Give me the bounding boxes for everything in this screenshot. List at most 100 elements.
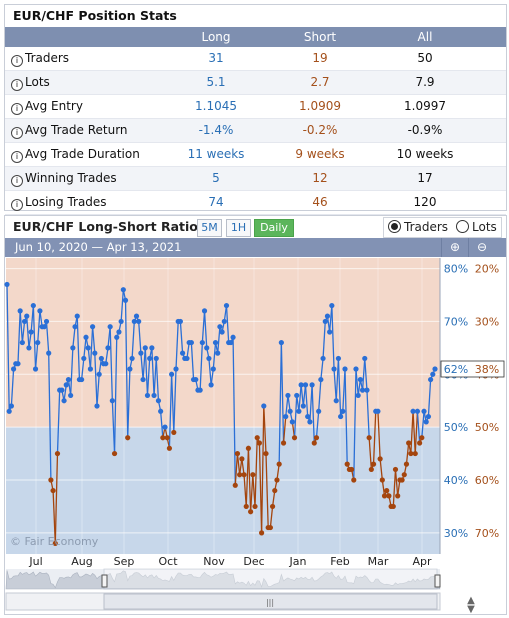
info-icon[interactable]: i xyxy=(11,79,23,91)
stats-row-label: i Lots xyxy=(11,71,50,94)
data-point xyxy=(61,398,67,404)
data-point xyxy=(15,361,21,367)
data-point xyxy=(24,313,30,319)
series-segment xyxy=(392,469,397,507)
data-point xyxy=(50,487,56,494)
series-segment xyxy=(173,368,177,433)
stats-cell-long: 5.1 xyxy=(206,75,226,89)
zoom-out-icon[interactable]: ⊖ xyxy=(468,238,495,257)
series-segment xyxy=(414,411,419,454)
data-point xyxy=(377,456,383,462)
info-icon[interactable]: i xyxy=(11,103,23,115)
range-1h-button[interactable]: 1H xyxy=(226,219,251,237)
series-segment xyxy=(263,405,267,454)
series-segment xyxy=(63,384,67,401)
navigator-left-handle[interactable] xyxy=(101,574,108,588)
zoom-in-icon[interactable]: ⊕ xyxy=(441,238,468,257)
data-point xyxy=(419,435,425,441)
series-segment xyxy=(361,358,366,391)
info-icon[interactable]: i xyxy=(11,127,23,139)
resize-arrows-icon[interactable]: ▲ xyxy=(467,595,475,606)
series-segment xyxy=(236,453,241,475)
data-point xyxy=(232,482,238,488)
navigator-right-handle[interactable] xyxy=(434,574,441,588)
data-point xyxy=(241,472,247,478)
series-segment xyxy=(210,368,214,385)
data-point xyxy=(280,440,287,446)
data-point xyxy=(263,450,269,457)
data-point xyxy=(254,435,260,441)
data-point xyxy=(410,408,416,414)
x-tick-label: Feb xyxy=(330,555,349,568)
stats-cell-long: 31 xyxy=(208,51,224,65)
stats-row: i Traders 31 19 50 xyxy=(5,47,506,71)
lots-radio[interactable]: Lots xyxy=(456,220,497,234)
stats-cell-short: 2.7 xyxy=(310,75,330,89)
range-5m-button[interactable]: 5M xyxy=(197,219,222,237)
series-segment xyxy=(381,479,386,496)
data-point xyxy=(291,435,298,441)
y-tick-long-label: 30% xyxy=(444,527,468,540)
stats-cell-all: -0.9% xyxy=(407,123,443,137)
data-point xyxy=(300,403,306,409)
radio-empty-icon xyxy=(456,220,469,233)
range-daily-button[interactable]: Daily xyxy=(254,219,294,237)
radio-selected-icon xyxy=(388,220,401,233)
data-point xyxy=(122,297,129,303)
navigator-selection[interactable] xyxy=(103,568,438,590)
series-segment xyxy=(355,368,359,396)
series-segment xyxy=(344,368,348,465)
data-point xyxy=(322,318,328,325)
data-point xyxy=(425,413,432,420)
resize-arrows-down-icon[interactable]: ▼ xyxy=(467,604,475,615)
data-point xyxy=(142,345,148,351)
data-point xyxy=(221,318,227,325)
data-point xyxy=(206,355,212,362)
x-tick-label: Sep xyxy=(114,555,135,568)
info-icon[interactable]: i xyxy=(11,55,23,67)
series-segment xyxy=(372,411,377,465)
y-tick-long-label: 70% xyxy=(444,315,468,328)
y-tick-long-label: 50% xyxy=(444,421,468,434)
stats-cell-short: 9 weeks xyxy=(295,147,345,161)
data-point xyxy=(59,387,65,393)
chart-title: EUR/CHF Long-Short Ratio xyxy=(13,219,198,234)
series-segment xyxy=(397,479,401,496)
data-point xyxy=(98,355,104,362)
current-short-label: 38% xyxy=(475,363,499,376)
data-point xyxy=(140,376,146,383)
series-segment xyxy=(17,310,21,364)
data-point xyxy=(166,445,173,451)
stats-cell-short: 12 xyxy=(312,171,328,185)
scrollbar-thumb[interactable] xyxy=(103,593,438,610)
data-point xyxy=(179,350,186,356)
info-icon[interactable]: i xyxy=(11,199,23,211)
data-point xyxy=(125,435,131,441)
series-segment xyxy=(70,347,74,396)
traders-radio[interactable]: Traders xyxy=(388,220,448,234)
stats-title: EUR/CHF Position Stats xyxy=(13,8,177,23)
data-point xyxy=(357,376,363,383)
scrollbar-grip-icon: ||| xyxy=(266,598,274,607)
data-point xyxy=(184,355,190,362)
data-point xyxy=(94,403,100,409)
series-segment xyxy=(239,458,243,475)
x-tick-label: Jan xyxy=(289,555,307,568)
info-icon[interactable]: i xyxy=(11,175,23,187)
data-point xyxy=(269,503,276,510)
stats-row: i Winning Trades 5 12 17 xyxy=(5,167,506,191)
stats-cell-short: 46 xyxy=(312,195,328,209)
data-point xyxy=(399,477,405,483)
data-point xyxy=(432,366,438,372)
info-icon[interactable]: i xyxy=(11,151,23,163)
series-segment xyxy=(199,342,203,391)
data-point xyxy=(109,398,115,404)
series-segment xyxy=(113,337,118,454)
data-point xyxy=(359,387,366,393)
series-segment xyxy=(72,326,76,348)
series-segment xyxy=(412,411,416,454)
data-point xyxy=(32,366,39,372)
series-segment xyxy=(91,326,96,354)
series-segment xyxy=(265,453,269,528)
